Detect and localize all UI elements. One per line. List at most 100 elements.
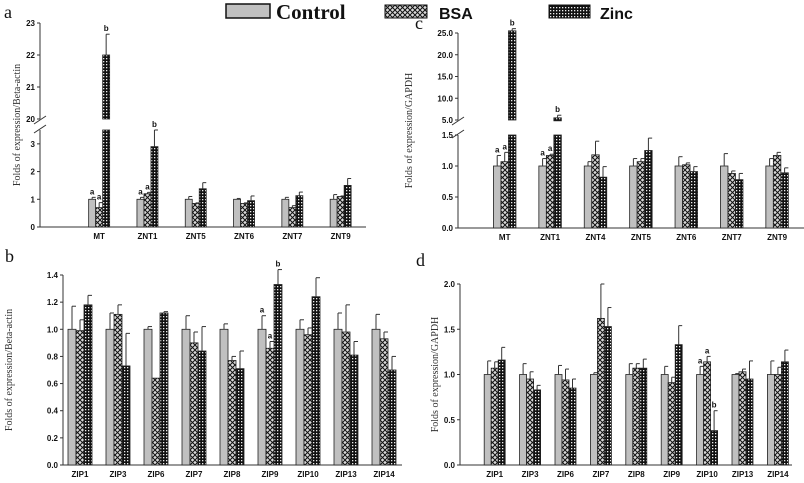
bar-control-zip8 xyxy=(219,328,229,466)
significance-label: b xyxy=(276,260,281,269)
bar-zinc-znt6 xyxy=(247,200,255,228)
bar-control-znt5 xyxy=(184,198,193,228)
y-tick-label: 15.0 xyxy=(437,73,453,82)
y-tick-label: 3 xyxy=(31,140,36,149)
y-tick-label: 0.6 xyxy=(47,380,59,389)
bar-control-zip10 xyxy=(696,374,704,466)
bar-zinc-zip10 xyxy=(311,296,321,466)
significance-label: b xyxy=(104,24,109,33)
x-tick-label: ZIP9 xyxy=(663,470,680,479)
x-tick-label: ZIP7 xyxy=(186,470,203,479)
bar-control-zip8 xyxy=(625,374,634,466)
bar-zinc-zip3 xyxy=(533,389,541,466)
bar-control-zip9 xyxy=(660,374,669,466)
bar-control-znt1 xyxy=(136,198,145,228)
y-tick-label: 22 xyxy=(26,51,35,60)
significance-label: a xyxy=(502,142,507,151)
bar-zinc-znt6 xyxy=(689,171,698,229)
significance-label: a xyxy=(268,332,273,341)
significance-label: b xyxy=(152,120,157,129)
bar-bsa-zip9 xyxy=(667,382,676,466)
bar-zinc-zip10 xyxy=(710,430,718,466)
bar-bsa-znt9 xyxy=(336,196,345,228)
panel-letter: c xyxy=(415,13,423,33)
bar-zinc-zip1 xyxy=(497,359,506,466)
bar-zinc-mt-lower xyxy=(508,134,517,229)
x-tick-label: ZIP6 xyxy=(557,470,574,479)
bar-zinc-znt1 xyxy=(150,146,159,228)
bar-control-znt5 xyxy=(629,165,638,229)
legend-swatch-control xyxy=(225,3,271,19)
x-tick-label: ZNT1 xyxy=(540,233,561,242)
legend: Control BSA Zinc xyxy=(225,0,633,24)
y-tick-label: 1.5 xyxy=(442,131,454,140)
bar-bsa-zip13 xyxy=(341,331,351,466)
bar-bsa-zip8 xyxy=(632,367,641,466)
bar-bsa-zip1 xyxy=(75,330,85,466)
bar-zinc-znt7 xyxy=(295,195,304,228)
y-tick-label: 0.0 xyxy=(47,461,59,470)
x-tick-label: ZIP3 xyxy=(522,470,539,479)
significance-label: a xyxy=(548,144,553,153)
y-tick-label: 10.0 xyxy=(437,94,453,103)
y-tick-label: 1 xyxy=(31,195,36,204)
significance-label: a xyxy=(90,187,95,196)
legend-swatch-zinc xyxy=(548,4,591,19)
bar-bsa-zip9 xyxy=(265,347,275,466)
bar-control-zip7 xyxy=(590,374,598,466)
bar-zinc-zip7 xyxy=(197,350,207,466)
bar-bsa-znt7 xyxy=(727,173,736,229)
bar-control-znt1 xyxy=(538,165,547,229)
significance-label: b xyxy=(510,19,515,28)
bar-bsa-zip6 xyxy=(151,377,161,466)
bar-bsa-zip3 xyxy=(526,378,534,466)
x-tick-label: ZNT1 xyxy=(137,232,158,241)
panel-letter: a xyxy=(4,2,12,22)
x-tick-label: ZIP7 xyxy=(592,470,609,479)
significance-label: a xyxy=(138,187,143,196)
panel-c: c Folds of expression/GAPDH 0.0 0.5 1.0 1.5 5.… xyxy=(404,13,804,242)
y-tick-label: 1.4 xyxy=(47,271,59,280)
x-tick-label: ZIP14 xyxy=(373,470,395,479)
bar-bsa-mt xyxy=(500,161,509,229)
bar-control-znt6 xyxy=(674,165,683,229)
legend-label-zinc: Zinc xyxy=(600,6,633,23)
bar-control-zip10 xyxy=(295,328,305,466)
axis-break-mark xyxy=(33,115,47,134)
bar-control-zip6 xyxy=(554,374,563,466)
bar-bsa-znt6 xyxy=(682,164,691,229)
x-tick-label: ZNT6 xyxy=(676,233,697,242)
x-tick-label: ZNT4 xyxy=(586,233,607,242)
y-tick-label: 0.8 xyxy=(47,352,59,361)
bar-zinc-znt5 xyxy=(198,188,207,228)
bar-bsa-zip10 xyxy=(703,361,711,466)
bar-bsa-zip3 xyxy=(113,313,123,466)
bar-zinc-zip3 xyxy=(121,365,131,466)
bar-control-zip13 xyxy=(731,374,740,466)
significance-label: a xyxy=(145,182,150,191)
bar-zinc-znt9 xyxy=(780,172,789,229)
bar-zinc-mt-upper xyxy=(508,30,517,121)
bar-bsa-znt9 xyxy=(772,155,782,229)
y-tick-label: 0.0 xyxy=(444,461,456,470)
bar-bsa-zip8 xyxy=(227,360,237,466)
bar-zinc-zip14 xyxy=(781,361,789,466)
bar-bsa-znt5 xyxy=(191,203,200,228)
x-tick-label: ZIP8 xyxy=(224,470,241,479)
y-tick-label: 0.4 xyxy=(47,407,59,416)
x-tick-label: ZIP10 xyxy=(297,470,319,479)
y-tick-label: 5.0 xyxy=(442,116,454,125)
bar-control-zip7 xyxy=(181,328,191,466)
significance-label: b xyxy=(712,401,717,410)
y-axis-label: Folds of expression/Beta-actin xyxy=(4,309,15,431)
bar-zinc-mt-upper xyxy=(102,54,111,120)
bar-control-mt xyxy=(88,198,97,228)
bar-zinc-znt5 xyxy=(644,150,653,229)
bar-bsa-znt1 xyxy=(143,193,152,228)
bar-control-zip1 xyxy=(67,328,77,466)
bar-zinc-zip13 xyxy=(349,354,359,466)
bar-bsa-zip14 xyxy=(379,338,389,466)
bar-bsa-zip10 xyxy=(303,334,313,466)
x-tick-label: ZNT7 xyxy=(722,233,743,242)
panel-letter: d xyxy=(416,250,425,270)
